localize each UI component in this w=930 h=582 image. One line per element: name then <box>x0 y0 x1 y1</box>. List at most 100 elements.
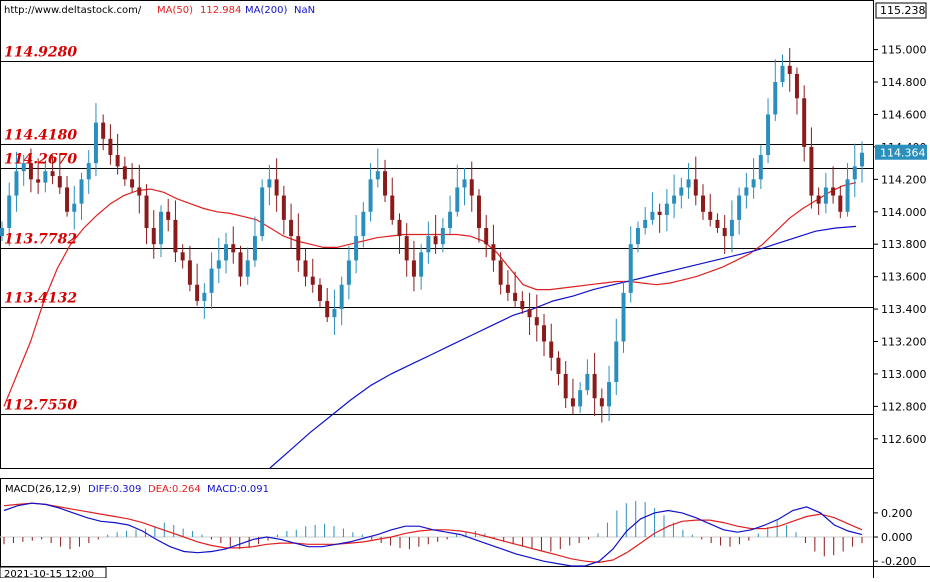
candle-body <box>693 179 698 196</box>
candle-body <box>469 179 474 196</box>
candle-body <box>614 341 619 383</box>
candle-body <box>43 171 48 183</box>
candle-body <box>556 357 561 374</box>
candle-body <box>860 152 864 167</box>
candle-body <box>404 236 409 261</box>
candle-body <box>274 179 279 196</box>
candle-body <box>368 179 373 212</box>
candle-body <box>166 211 171 220</box>
y-tick-label: 112.800 <box>881 400 927 413</box>
candle-body <box>281 195 286 220</box>
level-label: 114.4180 <box>4 128 77 144</box>
candle-body <box>390 195 395 220</box>
candle-body <box>21 163 26 172</box>
candle-body <box>484 227 489 245</box>
candle-body <box>289 219 294 237</box>
level-label: 114.2670 <box>4 152 77 168</box>
candle-body <box>628 244 633 293</box>
y-tick-label: 115.000 <box>881 44 927 57</box>
level-label: 113.7782 <box>4 232 77 248</box>
macd-macd-value: MACD:0.091 <box>207 484 269 495</box>
candle-body <box>375 171 380 180</box>
candle-body <box>563 373 568 399</box>
candle-body <box>520 300 525 310</box>
candle-body <box>151 227 156 245</box>
macd-tick-label: 0.200 <box>881 507 913 520</box>
candle-body <box>513 292 518 301</box>
candle-body <box>708 211 713 220</box>
candle-body <box>766 114 771 156</box>
horizontal-levels <box>0 61 873 415</box>
macd-tick-label: -0.200 <box>881 555 916 568</box>
candle-body <box>701 195 705 212</box>
candle-body <box>130 179 135 188</box>
candle-body <box>354 236 359 261</box>
candle-body <box>578 390 583 407</box>
candle-body <box>751 179 756 188</box>
level-label: 113.4132 <box>4 291 77 307</box>
candle-body <box>527 309 532 318</box>
candle-body <box>195 284 200 301</box>
candle-body <box>245 260 250 277</box>
candle-body <box>823 187 828 204</box>
candle-body <box>643 219 648 228</box>
macd-label: MACD(26,12,9) <box>5 484 81 495</box>
price-axis-ticks: 115.000114.800114.600114.400114.200114.0… <box>873 44 927 446</box>
candle-body <box>260 187 265 237</box>
candle-body <box>14 171 19 196</box>
y-tick-label: 112.600 <box>881 433 927 446</box>
candle-body <box>383 171 388 196</box>
candle-body <box>505 284 510 293</box>
y-tick-label: 114.800 <box>881 76 927 89</box>
candle-body <box>325 300 330 318</box>
candle-body <box>332 309 337 318</box>
macd-diff-line <box>3 502 863 567</box>
candle-body <box>310 276 315 285</box>
candle-body <box>440 227 445 245</box>
level-label: 114.9280 <box>4 45 77 61</box>
candle-body <box>137 187 142 196</box>
candle-body <box>852 166 857 180</box>
candle-body <box>50 171 55 177</box>
candle-body <box>592 373 597 399</box>
ma200-label: MA(200) <box>245 5 287 16</box>
candle-body <box>831 187 836 196</box>
candle-body <box>224 244 229 261</box>
ma200-value: NaN <box>294 5 315 16</box>
candle-body <box>144 195 149 228</box>
candle-body <box>570 398 575 407</box>
candle-body <box>346 260 351 285</box>
candle-body <box>86 163 91 180</box>
candle-body <box>79 179 84 204</box>
candle-body <box>455 187 460 212</box>
macd-tick-label: 0.000 <box>881 531 913 544</box>
candle-body <box>296 236 301 261</box>
current-price-badge: 114.364 <box>875 144 927 160</box>
candle-body <box>303 260 308 277</box>
candle-body <box>715 219 720 228</box>
candle-body <box>448 211 453 228</box>
macd-diff-value: DIFF:0.309 <box>88 484 141 495</box>
candle-body <box>7 195 12 228</box>
candle-body <box>36 179 41 183</box>
candle-body <box>599 398 604 407</box>
candle-body <box>809 146 814 196</box>
ma200-line <box>269 225 857 469</box>
candle-body <box>845 179 850 212</box>
candle-body <box>159 211 163 245</box>
candle-body <box>108 138 113 156</box>
candle-body <box>542 325 547 342</box>
candle-body <box>187 260 192 285</box>
candle-body <box>115 155 120 167</box>
candle-body <box>231 244 236 253</box>
candle-body <box>252 236 257 261</box>
bottom-date: 2021-10-15 12:00 <box>4 569 94 578</box>
level-label: 112.7550 <box>4 398 77 414</box>
macd-lines <box>3 502 863 567</box>
candle-body <box>339 284 344 310</box>
candle-body <box>101 122 106 139</box>
candle-body <box>426 236 431 253</box>
y-tick-label: 114.200 <box>881 173 927 186</box>
candle-body <box>773 82 778 115</box>
